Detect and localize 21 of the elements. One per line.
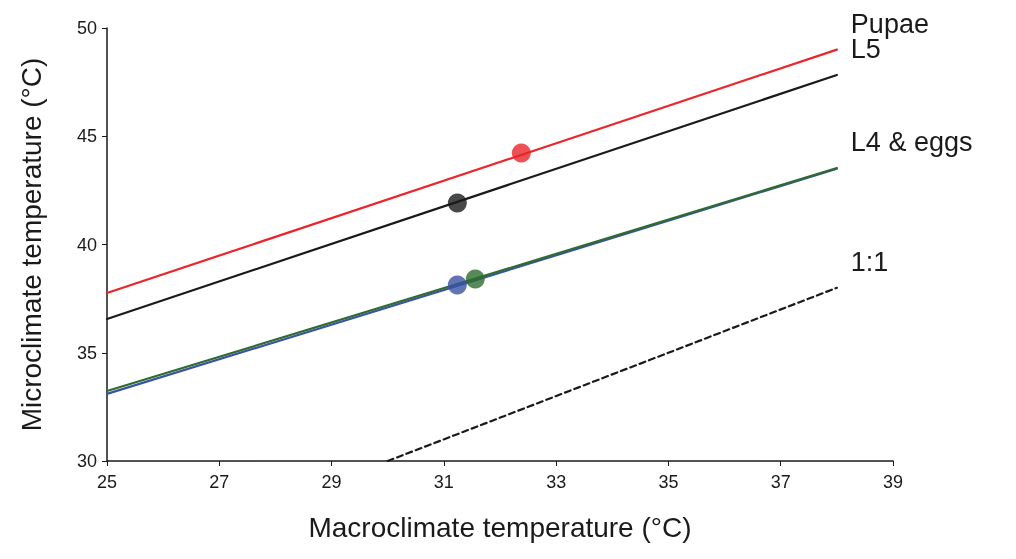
point xyxy=(511,143,531,163)
point xyxy=(447,193,467,213)
point xyxy=(447,275,467,295)
series-label: L4 & eggs xyxy=(850,127,973,158)
y-tick-label: 40 xyxy=(76,234,97,255)
x-tick-label: 29 xyxy=(321,472,342,492)
y-tick-label: 30 xyxy=(76,451,97,471)
x-tick-label: 25 xyxy=(96,472,118,492)
x-axis-title: Macroclimate temperature (°C) xyxy=(308,511,692,543)
x-tick-label: 39 xyxy=(882,472,904,492)
x-tick-label: 37 xyxy=(770,472,791,492)
x-tick-label: 35 xyxy=(658,472,679,492)
y-axis-title: Microclimate temperature (°C) xyxy=(15,57,47,432)
y-tick-label: 50 xyxy=(76,18,97,38)
point xyxy=(465,269,485,289)
x-tick-label: 33 xyxy=(546,472,567,492)
series-label: 1:1 xyxy=(850,246,889,277)
y-tick-label: 45 xyxy=(76,126,97,147)
y-tick-label: 35 xyxy=(76,342,97,363)
x-tick-label: 27 xyxy=(209,472,230,492)
x-tick-label: 31 xyxy=(433,472,454,492)
